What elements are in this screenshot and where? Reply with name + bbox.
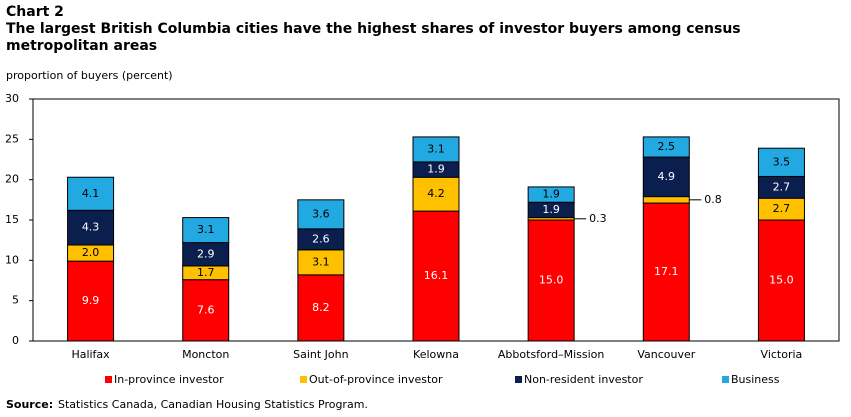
y-tick-label: 25 <box>5 132 19 145</box>
legend-label: In-province investor <box>114 373 224 386</box>
value-label: 1.9 <box>542 188 560 201</box>
legend-swatch <box>105 376 112 383</box>
legend-swatch <box>515 376 522 383</box>
value-label: 9.9 <box>82 294 100 307</box>
value-label: 3.5 <box>773 155 791 168</box>
value-label: 2.9 <box>197 247 215 260</box>
y-tick-label: 0 <box>12 334 19 347</box>
header: Chart 2 The largest British Columbia cit… <box>6 4 796 55</box>
bar-segment <box>642 202 690 342</box>
x-tick-label: Abbotsford–Mission <box>498 348 604 361</box>
value-label: 3.1 <box>197 223 215 236</box>
value-label: 15.0 <box>539 274 564 287</box>
bar-segment <box>67 176 115 211</box>
value-label: 7.6 <box>197 303 215 316</box>
value-label: 3.1 <box>427 142 445 155</box>
bar-segment <box>757 219 805 342</box>
bar-segment <box>182 279 230 342</box>
legend-swatch <box>722 376 729 383</box>
y-tick-label: 15 <box>5 213 19 226</box>
value-label: 3.6 <box>312 207 330 220</box>
y-tick-label: 5 <box>12 294 19 307</box>
y-tick-label: 10 <box>5 253 19 266</box>
value-label: 4.9 <box>658 170 676 183</box>
bar-segment <box>182 217 230 244</box>
y-tick-label: 20 <box>5 173 19 186</box>
value-label: 0.8 <box>704 193 722 206</box>
bar-segment <box>412 210 460 342</box>
bar-segment <box>412 136 460 163</box>
bar-segment <box>297 199 345 230</box>
value-label: 2.5 <box>658 140 676 153</box>
chart-number: Chart 2 <box>6 4 64 20</box>
value-label: 2.6 <box>312 232 330 245</box>
y-tick-label: 30 <box>5 92 19 105</box>
value-label: 4.1 <box>82 187 100 200</box>
x-tick-label: Saint John <box>293 348 349 361</box>
value-label: 1.9 <box>427 163 445 176</box>
bar-segment <box>527 186 575 203</box>
value-label: 4.2 <box>427 187 445 200</box>
x-tick-label: Moncton <box>182 348 229 361</box>
x-tick-label: Victoria <box>761 348 803 361</box>
bar-segment <box>297 274 345 342</box>
source-label: Source: <box>6 398 53 411</box>
legend-label: Out-of-province investor <box>309 373 443 386</box>
chart-title: The largest British Columbia cities have… <box>6 21 741 54</box>
x-tick-label: Halifax <box>71 348 110 361</box>
value-label: 8.2 <box>312 301 330 314</box>
bar-segment <box>67 260 115 342</box>
x-tick-label: Vancouver <box>637 348 695 361</box>
source-text: Statistics Canada, Canadian Housing Stat… <box>58 398 368 411</box>
x-tick-label: Kelowna <box>413 348 459 361</box>
legend-label: Non-resident investor <box>524 373 643 386</box>
value-label: 17.1 <box>654 265 679 278</box>
value-label: 2.7 <box>773 180 791 193</box>
value-label: 16.1 <box>424 269 449 282</box>
legend-label: Business <box>731 373 780 386</box>
value-label: 2.7 <box>773 202 791 215</box>
value-label: 4.3 <box>82 221 100 234</box>
legend-swatch <box>300 376 307 383</box>
value-label: 0.3 <box>589 212 607 225</box>
value-label: 1.7 <box>197 266 215 279</box>
bar-segment <box>527 219 575 342</box>
y-axis-label: proportion of buyers (percent) <box>6 69 173 82</box>
bar-segment <box>757 147 805 177</box>
value-label: 3.1 <box>312 255 330 268</box>
value-label: 15.0 <box>769 274 794 287</box>
bar-segment <box>642 196 690 204</box>
bar-segment <box>642 136 690 158</box>
value-label: 1.9 <box>542 203 560 216</box>
value-label: 2.0 <box>82 246 100 259</box>
